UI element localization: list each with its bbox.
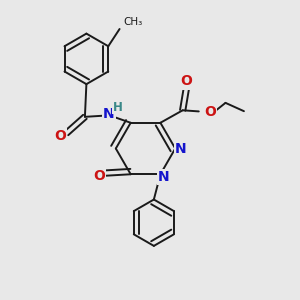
Text: O: O	[180, 74, 192, 88]
Text: O: O	[93, 169, 105, 183]
Text: CH₃: CH₃	[123, 17, 142, 28]
Text: H: H	[113, 100, 123, 113]
Text: O: O	[204, 105, 216, 119]
Text: N: N	[103, 107, 115, 122]
Text: N: N	[158, 169, 170, 184]
Text: O: O	[54, 129, 66, 143]
Text: N: N	[175, 142, 186, 155]
